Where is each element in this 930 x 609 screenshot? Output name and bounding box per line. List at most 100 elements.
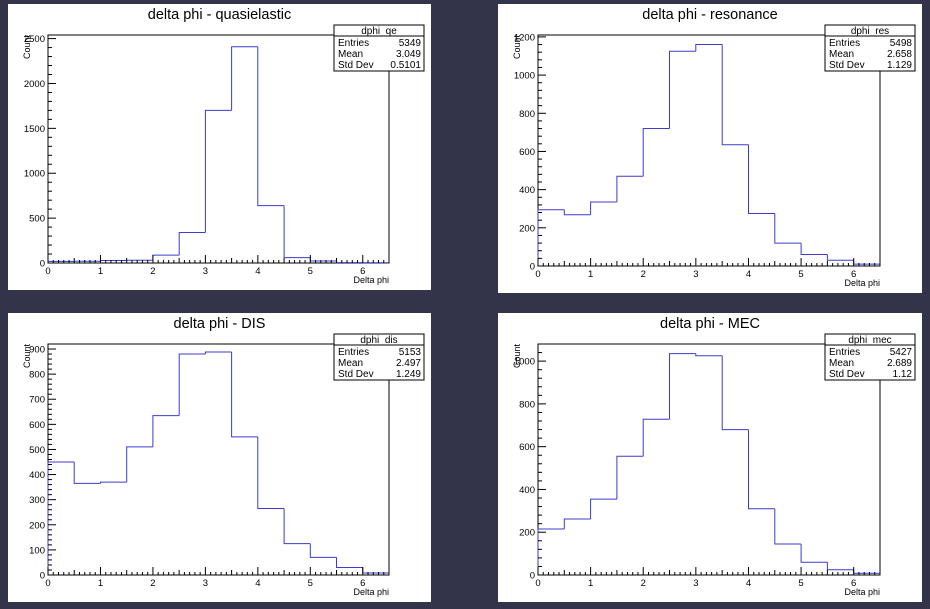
stats-value: 2.497 [396, 358, 421, 369]
stats-value: 0.5101 [390, 60, 421, 71]
histogram-bin [774, 213, 802, 244]
histogram-bin [152, 254, 180, 261]
histogram-bin [695, 353, 723, 357]
y-tick-label: 200 [519, 528, 535, 539]
stats-label: Entries [829, 38, 860, 49]
histogram-bin [283, 508, 311, 545]
histogram-bin [231, 46, 258, 111]
histogram-bin [642, 128, 670, 177]
x-tick-label: 4 [746, 578, 751, 589]
histogram-bin [231, 352, 258, 438]
stats-label: Mean [829, 49, 854, 60]
stats-name: dphi_res [851, 26, 889, 37]
stats-value: 1.129 [887, 60, 912, 71]
histogram-bin [748, 429, 775, 510]
x-tick-label: 5 [798, 269, 803, 280]
histogram-bin [73, 462, 101, 484]
histogram-bin [853, 260, 880, 265]
histogram-bin [100, 260, 127, 262]
y-tick-label: 400 [519, 185, 535, 196]
histogram-bin [826, 562, 854, 571]
histogram-bin [563, 209, 591, 216]
x-tick-label: 5 [798, 578, 803, 589]
x-tick-label: 5 [308, 578, 313, 589]
histogram-series [537, 44, 881, 266]
histogram-panel-quasielastic: delta phi - quasielastic 0 1 2 3 4 5 6 0 500 1000 1… [8, 4, 431, 290]
x-axis-label: Delta phi [844, 587, 880, 597]
y-tick-label: 500 [29, 445, 45, 456]
histogram-bin [309, 257, 337, 262]
histogram-bin [152, 415, 180, 447]
x-tick-label: 4 [255, 266, 260, 277]
histogram-bin [590, 498, 617, 519]
stats-label: Entries [338, 347, 369, 358]
histogram-bin [616, 175, 644, 202]
stats-box-frame [824, 24, 916, 72]
histogram-bin [204, 351, 232, 354]
stats-value: 5427 [890, 347, 913, 358]
y-tick-label: 100 [29, 545, 45, 556]
x-tick-label: 2 [641, 578, 646, 589]
x-tick-label: 1 [98, 266, 103, 277]
chart-title: delta phi - MEC [660, 316, 760, 332]
x-tick-label: 6 [851, 269, 856, 280]
stats-label: Std Dev [338, 60, 374, 71]
histogram-panel-resonance: delta phi - resonance 0 1 2 3 4 5 6 0 200 400 600 80… [498, 4, 922, 293]
histogram-bin [178, 353, 206, 416]
histogram-panel-dis: delta phi - DIS 0 1 2 3 4 5 6 0 100 200 300 400 500 60… [8, 313, 431, 602]
stats-name: dphi_dis [360, 335, 397, 346]
histogram-bin [309, 543, 337, 558]
x-tick-label: 0 [535, 269, 540, 280]
y-tick-label: 600 [519, 442, 535, 453]
histogram-bin [126, 446, 153, 483]
histogram-bin [100, 481, 127, 484]
histogram-bin [336, 261, 363, 264]
y-tick-label: 200 [519, 223, 535, 234]
x-axis-label: Delta phi [844, 278, 880, 288]
y-axis-label: Count [22, 35, 32, 60]
y-tick-label: 200 [29, 520, 45, 531]
histogram-bin [336, 557, 363, 568]
stats-label: Mean [829, 358, 854, 369]
x-axis-label: Delta phi [353, 275, 389, 285]
chart-title: delta phi - quasielastic [148, 7, 291, 23]
y-tick-label: 400 [29, 470, 45, 481]
stats-label: Mean [338, 358, 363, 369]
x-tick-label: 3 [693, 269, 698, 280]
y-tick-label: 700 [29, 395, 45, 406]
y-tick-label: 1200 [514, 32, 535, 43]
x-axis-label: Delta phi [353, 587, 389, 597]
stats-box-frame [333, 24, 425, 72]
stats-name: dphi_qe [361, 26, 397, 37]
histogram-bin [669, 353, 696, 420]
histogram-series [47, 46, 390, 264]
y-tick-label: 0 [40, 571, 45, 582]
stats-label: Std Dev [829, 60, 865, 71]
histogram-bin [669, 50, 696, 129]
chart-title: delta phi - resonance [642, 7, 777, 23]
x-tick-label: 0 [45, 266, 50, 277]
histogram-svg: delta phi - resonance 0 1 2 3 4 5 6 0 200 400 600 80… [512, 7, 916, 288]
histogram-series [47, 351, 390, 575]
stats-name: dphi_mec [848, 335, 891, 346]
y-tick-label: 0 [40, 259, 45, 270]
stats-label: Std Dev [338, 369, 374, 380]
histogram-bin [721, 44, 749, 146]
stats-value: 1.249 [396, 369, 421, 380]
histogram-svg: delta phi - DIS 0 1 2 3 4 5 6 0 100 200 300 400 500 60… [22, 316, 425, 597]
y-axis-label: Count [512, 344, 522, 369]
x-tick-label: 4 [255, 578, 260, 589]
histogram-bin [642, 418, 670, 457]
histogram-bin [537, 528, 565, 575]
histogram-bin [178, 232, 206, 256]
stats-label: Mean [338, 49, 363, 60]
x-tick-label: 0 [45, 578, 50, 589]
plot-frame [47, 34, 390, 264]
histogram-panel-mec: delta phi - MEC 0 1 2 3 4 5 6 0 200 400 600 800 1000 D… [498, 313, 922, 602]
histogram-bin [362, 567, 389, 574]
histogram-bin [257, 46, 285, 207]
stats-value: 3.049 [396, 49, 421, 60]
